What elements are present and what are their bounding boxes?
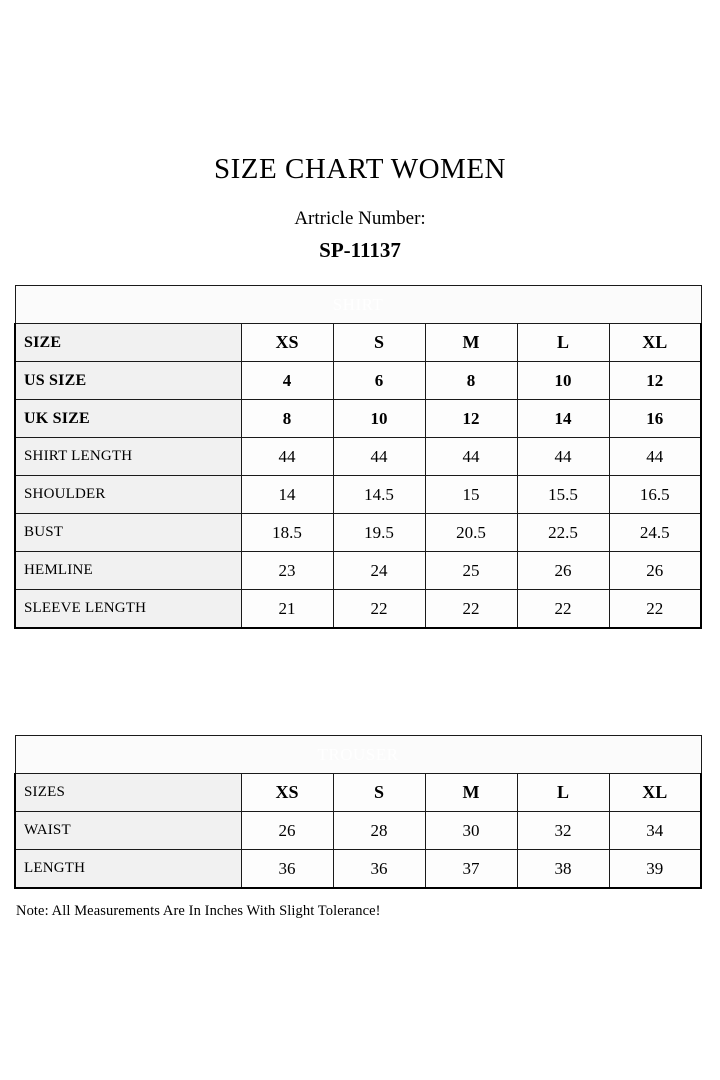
cell-value: XS (240, 323, 334, 362)
cell-value: 22.5 (516, 513, 610, 552)
table-row: SIZE XS S M L XL (14, 323, 703, 362)
cell-value: 36 (332, 849, 426, 889)
row-label: WAIST (14, 811, 242, 850)
cell-value: 38 (516, 849, 610, 889)
cell-value: 14.5 (332, 475, 426, 514)
shirt-size-table: SHIRT SIZE XS S M L XL US SIZE 4 6 8 10 … (14, 285, 703, 629)
cell-value: 44 (424, 437, 518, 476)
cell-value: S (332, 323, 426, 362)
cell-value: 4 (240, 361, 334, 400)
table-row: US SIZE 4 6 8 10 12 (14, 361, 703, 400)
cell-value: 22 (424, 589, 518, 629)
page-title: SIZE CHART WOMEN (214, 153, 506, 185)
shirt-band-title: SHIRT (14, 285, 702, 324)
cell-value: 15.5 (516, 475, 610, 514)
table-row: BUST 18.5 19.5 20.5 22.5 24.5 (14, 513, 703, 552)
cell-value: 22 (332, 589, 426, 629)
cell-value: 6 (332, 361, 426, 400)
cell-value: 14 (240, 475, 334, 514)
cell-value: 15 (424, 475, 518, 514)
row-label: US SIZE (14, 361, 242, 400)
cell-value: XL (608, 773, 703, 812)
cell-value: 44 (332, 437, 426, 476)
row-label: SLEEVE LENGTH (14, 589, 242, 629)
table-row: SHOULDER 14 14.5 15 15.5 16.5 (14, 475, 703, 514)
cell-value: 44 (608, 437, 703, 476)
row-label: HEMLINE (14, 551, 242, 590)
row-label: LENGTH (14, 849, 242, 889)
table-row: HEMLINE 23 24 25 26 26 (14, 551, 703, 590)
cell-value: 34 (608, 811, 703, 850)
cell-value: 20.5 (424, 513, 518, 552)
cell-value: L (516, 323, 610, 362)
row-label: SHOULDER (14, 475, 242, 514)
cell-value: 21 (240, 589, 334, 629)
cell-value: 12 (608, 361, 703, 400)
title-block: SIZE CHART WOMEN Artricle Number: SP-111… (0, 152, 720, 262)
cell-value: 26 (516, 551, 610, 590)
cell-value: 23 (240, 551, 334, 590)
cell-value: 8 (240, 399, 334, 438)
cell-value: 37 (424, 849, 518, 889)
cell-value: 18.5 (240, 513, 334, 552)
cell-value: 12 (424, 399, 518, 438)
cell-value: 32 (516, 811, 610, 850)
trouser-band-title: TROUSER (14, 735, 702, 774)
table-row: SLEEVE LENGTH 21 22 22 22 22 (14, 589, 703, 629)
cell-value: M (424, 773, 518, 812)
trouser-size-table: TROUSER SIZES XS S M L XL WAIST 26 28 30… (14, 735, 703, 889)
cell-value: 22 (516, 589, 610, 629)
cell-value: 44 (240, 437, 334, 476)
cell-value: 8 (424, 361, 518, 400)
row-label: UK SIZE (14, 399, 242, 438)
cell-value: XS (240, 773, 334, 812)
cell-value: 19.5 (332, 513, 426, 552)
row-label: BUST (14, 513, 242, 552)
cell-value: 39 (608, 849, 703, 889)
cell-value: XL (608, 323, 703, 362)
row-label: SIZES (14, 773, 242, 812)
table-band-row: SHIRT (14, 285, 702, 324)
cell-value: S (332, 773, 426, 812)
table-row: WAIST 26 28 30 32 34 (14, 811, 703, 850)
cell-value: 24 (332, 551, 426, 590)
table-row: UK SIZE 8 10 12 14 16 (14, 399, 703, 438)
cell-value: M (424, 323, 518, 362)
cell-value: 25 (424, 551, 518, 590)
article-number-value: SP-11137 (319, 238, 401, 262)
cell-value: 44 (516, 437, 610, 476)
cell-value: 36 (240, 849, 334, 889)
cell-value: 24.5 (608, 513, 703, 552)
cell-value: 16 (608, 399, 703, 438)
cell-value: 26 (240, 811, 334, 850)
table-row: LENGTH 36 36 37 38 39 (14, 849, 703, 889)
cell-value: 28 (332, 811, 426, 850)
article-number-label: Artricle Number: (294, 208, 426, 229)
cell-value: 30 (424, 811, 518, 850)
cell-value: 26 (608, 551, 703, 590)
table-row: SIZES XS S M L XL (14, 773, 703, 812)
measurement-note: Note: All Measurements Are In Inches Wit… (16, 903, 381, 919)
table-band-row: TROUSER (14, 735, 702, 774)
cell-value: L (516, 773, 610, 812)
row-label: SIZE (14, 323, 242, 362)
table-row: SHIRT LENGTH 44 44 44 44 44 (14, 437, 703, 476)
row-label: SHIRT LENGTH (14, 437, 242, 476)
cell-value: 22 (608, 589, 703, 629)
cell-value: 10 (516, 361, 610, 400)
cell-value: 16.5 (608, 475, 703, 514)
cell-value: 10 (332, 399, 426, 438)
cell-value: 14 (516, 399, 610, 438)
